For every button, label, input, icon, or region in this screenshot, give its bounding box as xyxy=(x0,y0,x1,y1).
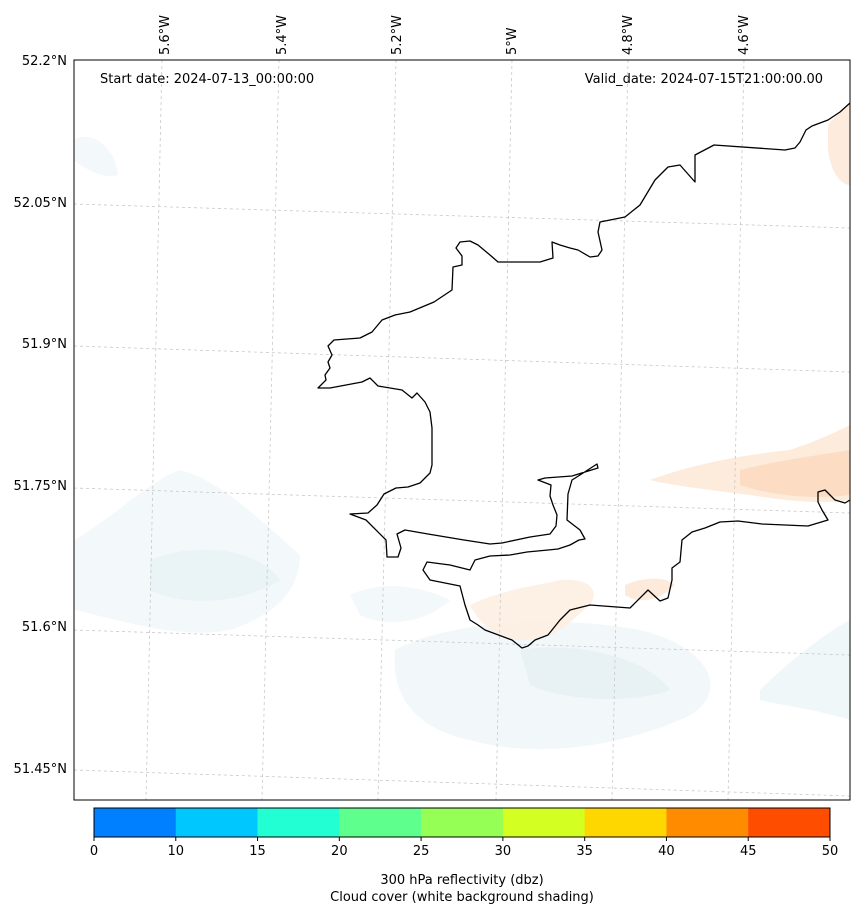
coastline xyxy=(317,102,850,649)
lon-label-5W: 5°W xyxy=(505,27,520,55)
colorbar-tick-label: 35 xyxy=(576,844,593,859)
colorbar-segment xyxy=(257,808,340,837)
colorbar-label-cloud-cover: Cloud cover (white background shading) xyxy=(330,890,594,905)
valid-date-label: Valid_date: 2024-07-15T21:00:00.00 xyxy=(585,72,823,87)
colorbar-segment xyxy=(94,808,177,837)
colorbar-tick-label: 0 xyxy=(90,844,98,859)
map-frame xyxy=(73,59,851,801)
lon-label-5.2W: 5.2°W xyxy=(390,15,405,55)
reflectivity-shading xyxy=(470,105,850,640)
colorbar-tick-label: 50 xyxy=(822,844,839,859)
lon-label-4.6W: 4.6°W xyxy=(737,15,752,55)
colorbar-tick-label: 25 xyxy=(413,844,430,859)
colorbar-segment xyxy=(666,808,749,837)
colorbar-tick-label: 40 xyxy=(658,844,675,859)
colorbar-segment xyxy=(421,808,504,837)
colorbar-tick-label: 10 xyxy=(168,844,185,859)
lat-label-51.75N: 51.75°N xyxy=(14,479,67,494)
colorbar-tick-label: 45 xyxy=(740,844,757,859)
colorbar-segment xyxy=(175,808,259,837)
colorbar xyxy=(94,808,831,837)
colorbar-tick-label: 20 xyxy=(331,844,348,859)
colorbar-segment xyxy=(502,808,586,837)
lat-label-51.9N: 51.9°N xyxy=(22,337,67,352)
lat-label-52.2N: 52.2°N xyxy=(22,54,67,69)
lat-label-51.45N: 51.45°N xyxy=(14,762,67,777)
colorbar-frame xyxy=(93,807,831,838)
colorbar-segment xyxy=(339,808,422,837)
lon-label-5.4W: 5.4°W xyxy=(275,15,290,55)
colorbar-label-reflectivity: 300 hPa reflectivity (dbz) xyxy=(380,873,543,888)
lon-label-5.6W: 5.6°W xyxy=(158,15,173,55)
colorbar-tick-label: 30 xyxy=(495,844,512,859)
colorbar-tick-label: 15 xyxy=(249,844,266,859)
start-date-label: Start date: 2024-07-13_00:00:00 xyxy=(100,72,314,87)
colorbar-segment xyxy=(748,808,831,837)
lon-label-4.8W: 4.8°W xyxy=(621,15,636,55)
lat-label-51.6N: 51.6°N xyxy=(22,620,67,635)
cloud-cover-shading xyxy=(74,136,850,750)
lat-label-52.05N: 52.05°N xyxy=(14,196,67,211)
colorbar-ticks: 0 10 15 20 25 30 35 40 45 50 xyxy=(90,837,838,859)
colorbar-segment xyxy=(584,808,667,837)
